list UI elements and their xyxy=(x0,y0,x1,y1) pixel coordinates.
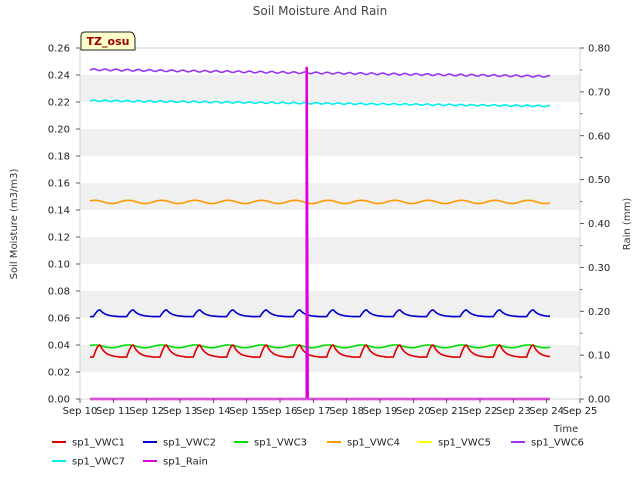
grid-band xyxy=(80,210,580,237)
legend-label: sp1_VWC5 xyxy=(438,438,491,449)
legend-item: sp1_VWC4 xyxy=(327,438,400,449)
series-line-sp1-vwc4 xyxy=(89,199,551,205)
y-left-tick-label: 0.26 xyxy=(48,44,70,55)
y-left-tick-label: 0.06 xyxy=(48,314,70,325)
grid-bands xyxy=(80,48,580,399)
site-badge: TZ_osu xyxy=(80,31,136,51)
chart-title: Soil Moisture And Rain xyxy=(253,4,388,18)
site-badge-shape xyxy=(80,31,136,51)
x-tick-label: Sep 24 xyxy=(529,406,564,417)
y-left-tick-label: 0.22 xyxy=(48,98,70,109)
y-left-tick-label: 0.10 xyxy=(48,260,70,271)
x-tick-label: Sep 10 xyxy=(63,406,98,417)
y-right-tick-label: 0.20 xyxy=(588,307,610,318)
legend-label: sp1_Rain xyxy=(163,457,208,468)
x-tick-label: Sep 20 xyxy=(396,406,431,417)
y-left-tick-label: 0.12 xyxy=(48,233,70,244)
legend-item: sp1_VWC3 xyxy=(234,438,307,449)
x-axis-title: Time xyxy=(553,424,578,435)
legend-label: sp1_VWC2 xyxy=(163,438,216,449)
site-badge-label: TZ_osu xyxy=(87,35,130,48)
x-tick-label: Sep 14 xyxy=(196,406,231,417)
grid-band xyxy=(80,156,580,183)
grid-band xyxy=(80,129,580,156)
legend-item: sp1_VWC7 xyxy=(52,457,125,468)
grid-band xyxy=(80,372,580,399)
x-tick-label: Sep 21 xyxy=(429,406,464,417)
y-right-tick-label: 0.40 xyxy=(588,219,610,230)
x-tick-label: Sep 16 xyxy=(263,406,298,417)
y-left-tick-label: 0.24 xyxy=(48,71,70,82)
y-right-tick-label: 0.10 xyxy=(588,351,610,362)
x-tick-label: Sep 12 xyxy=(129,406,164,417)
y-left-tick-label: 0.04 xyxy=(48,341,70,352)
legend-label: sp1_VWC4 xyxy=(347,438,400,449)
y-right-tick-label: 0.80 xyxy=(588,44,610,55)
y-axis-right-title: Rain (mm) xyxy=(622,198,633,251)
y-left-tick-label: 0.02 xyxy=(48,368,70,379)
legend-label: sp1_VWC1 xyxy=(72,438,125,449)
series-line-sp1-vwc2 xyxy=(89,309,551,318)
x-tick-label: Sep 23 xyxy=(496,406,531,417)
grid-band xyxy=(80,237,580,264)
y-axis-right-ticks: 0.00 0.10 0.20 0.30 0.40 0.50 0.60 0.70 0.80 xyxy=(580,44,610,406)
y-axis-left-title: Soil Moisture (m3/m3) xyxy=(9,169,20,280)
grid-band xyxy=(80,264,580,291)
series-line-sp1-vwc6 xyxy=(89,68,551,78)
grid-band xyxy=(80,318,580,345)
y-left-tick-label: 0.00 xyxy=(48,395,70,406)
grid-band xyxy=(80,102,580,129)
grid-band xyxy=(80,75,580,102)
grid-band xyxy=(80,291,580,318)
legend: sp1_VWC1 sp1_VWC2 sp1_VWC3 sp1_VWC4 sp1_VWC5… xyxy=(52,438,584,468)
y-left-tick-label: 0.08 xyxy=(48,287,70,298)
y-right-tick-label: 0.00 xyxy=(588,395,610,406)
x-tick-label: Sep 25 xyxy=(563,406,598,417)
grid-band xyxy=(80,183,580,210)
y-left-tick-label: 0.14 xyxy=(48,206,70,217)
series-line-sp1-vwc1 xyxy=(89,344,551,358)
y-right-tick-label: 0.30 xyxy=(588,263,610,274)
x-tick-label: Sep 11 xyxy=(96,406,131,417)
x-tick-label: Sep 19 xyxy=(363,406,398,417)
y-left-tick-label: 0.18 xyxy=(48,152,70,163)
y-left-tick-label: 0.20 xyxy=(48,125,70,136)
y-right-tick-label: 0.50 xyxy=(588,175,610,186)
x-tick-label: Sep 13 xyxy=(163,406,198,417)
y-axis-left-ticks: 0.00 0.02 0.04 0.06 0.08 0.10 0.12 0.14 0.16 0.18… xyxy=(48,44,80,406)
legend-label: sp1_VWC3 xyxy=(254,438,307,449)
legend-label: sp1_VWC6 xyxy=(531,438,584,449)
x-tick-label: Sep 22 xyxy=(463,406,498,417)
x-tick-label: Sep 18 xyxy=(329,406,364,417)
legend-item: sp1_VWC2 xyxy=(143,438,216,449)
legend-label: sp1_VWC7 xyxy=(72,457,125,468)
series-line-sp1-vwc7 xyxy=(89,99,551,108)
legend-item: sp1_Rain xyxy=(143,457,208,468)
x-tick-label: Sep 15 xyxy=(229,406,264,417)
y-left-tick-label: 0.16 xyxy=(48,179,70,190)
y-right-tick-label: 0.60 xyxy=(588,131,610,142)
y-right-tick-label: 0.70 xyxy=(588,87,610,98)
legend-item: sp1_VWC5 xyxy=(418,438,491,449)
x-tick-label: Sep 17 xyxy=(296,406,331,417)
legend-item: sp1_VWC6 xyxy=(511,438,584,449)
legend-item: sp1_VWC1 xyxy=(52,438,125,449)
